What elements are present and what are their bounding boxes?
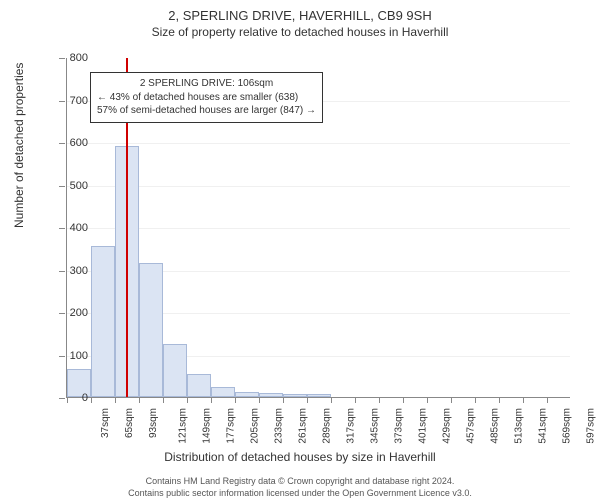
x-tick	[379, 397, 380, 403]
x-tick-label: 541sqm	[538, 408, 549, 444]
x-tick	[523, 397, 524, 403]
y-tick-label: 200	[48, 307, 88, 319]
x-tick-label: 373sqm	[394, 408, 405, 444]
x-tick-label: 65sqm	[124, 408, 135, 438]
x-tick-label: 569sqm	[562, 408, 573, 444]
x-tick	[475, 397, 476, 403]
histogram-bar	[115, 146, 139, 397]
grid-line	[67, 228, 570, 229]
footer-line-2: Contains public sector information licen…	[0, 488, 600, 500]
plot-region: 37sqm65sqm93sqm121sqm149sqm177sqm205sqm2…	[66, 58, 570, 398]
x-tick-label: 261sqm	[298, 408, 309, 444]
x-tick	[115, 397, 116, 403]
grid-line	[67, 186, 570, 187]
annotation-line-1: 2 SPERLING DRIVE: 106sqm	[97, 77, 316, 91]
y-tick-label: 600	[48, 137, 88, 149]
subtitle: Size of property relative to detached ho…	[0, 25, 600, 39]
x-tick	[91, 397, 92, 403]
histogram-bar	[187, 374, 211, 397]
x-tick-label: 289sqm	[322, 408, 333, 444]
annotation-line-2: ← 43% of detached houses are smaller (63…	[97, 91, 316, 105]
x-tick	[499, 397, 500, 403]
histogram-bar	[163, 344, 187, 397]
x-tick	[427, 397, 428, 403]
y-tick-label: 700	[48, 95, 88, 107]
x-tick	[163, 397, 164, 403]
histogram-bar	[139, 263, 163, 397]
x-tick-label: 597sqm	[586, 408, 597, 444]
y-tick-label: 500	[48, 180, 88, 192]
y-axis-title: Number of detached properties	[12, 63, 26, 228]
x-tick	[211, 397, 212, 403]
y-tick-label: 800	[48, 52, 88, 64]
chart-container: 2, SPERLING DRIVE, HAVERHILL, CB9 9SH Si…	[0, 8, 600, 500]
address-title: 2, SPERLING DRIVE, HAVERHILL, CB9 9SH	[0, 8, 600, 23]
x-tick-label: 93sqm	[148, 408, 159, 438]
x-tick-label: 37sqm	[100, 408, 111, 438]
x-tick	[547, 397, 548, 403]
x-axis-title: Distribution of detached houses by size …	[0, 450, 600, 464]
x-tick-label: 345sqm	[370, 408, 381, 444]
footer-attribution: Contains HM Land Registry data © Crown c…	[0, 476, 600, 499]
histogram-bar	[235, 392, 259, 397]
x-tick	[307, 397, 308, 403]
x-tick	[331, 397, 332, 403]
x-tick-label: 149sqm	[202, 408, 213, 444]
x-tick	[139, 397, 140, 403]
x-tick-label: 121sqm	[178, 408, 189, 444]
y-tick-label: 300	[48, 265, 88, 277]
x-tick-label: 205sqm	[250, 408, 261, 444]
annotation-box: 2 SPERLING DRIVE: 106sqm← 43% of detache…	[90, 72, 323, 123]
annotation-line-3: 57% of semi-detached houses are larger (…	[97, 104, 316, 118]
x-tick	[451, 397, 452, 403]
x-tick	[403, 397, 404, 403]
x-tick-label: 457sqm	[466, 408, 477, 444]
histogram-bar	[211, 387, 235, 397]
x-tick-label: 177sqm	[226, 408, 237, 444]
x-tick	[283, 397, 284, 403]
footer-line-1: Contains HM Land Registry data © Crown c…	[0, 476, 600, 488]
histogram-bar	[91, 246, 115, 397]
x-tick	[355, 397, 356, 403]
histogram-bar	[283, 394, 307, 397]
x-tick	[187, 397, 188, 403]
histogram-bar	[259, 393, 283, 397]
y-tick-label: 0	[48, 392, 88, 404]
x-tick-label: 401sqm	[418, 408, 429, 444]
y-tick-label: 400	[48, 222, 88, 234]
x-tick-label: 317sqm	[346, 408, 357, 444]
x-tick	[235, 397, 236, 403]
x-tick-label: 485sqm	[490, 408, 501, 444]
y-tick-label: 100	[48, 350, 88, 362]
chart-area: 37sqm65sqm93sqm121sqm149sqm177sqm205sqm2…	[66, 58, 570, 398]
x-tick	[259, 397, 260, 403]
x-tick-label: 513sqm	[514, 408, 525, 444]
x-tick-label: 233sqm	[274, 408, 285, 444]
histogram-bar	[307, 394, 331, 397]
x-tick-label: 429sqm	[442, 408, 453, 444]
grid-line	[67, 143, 570, 144]
